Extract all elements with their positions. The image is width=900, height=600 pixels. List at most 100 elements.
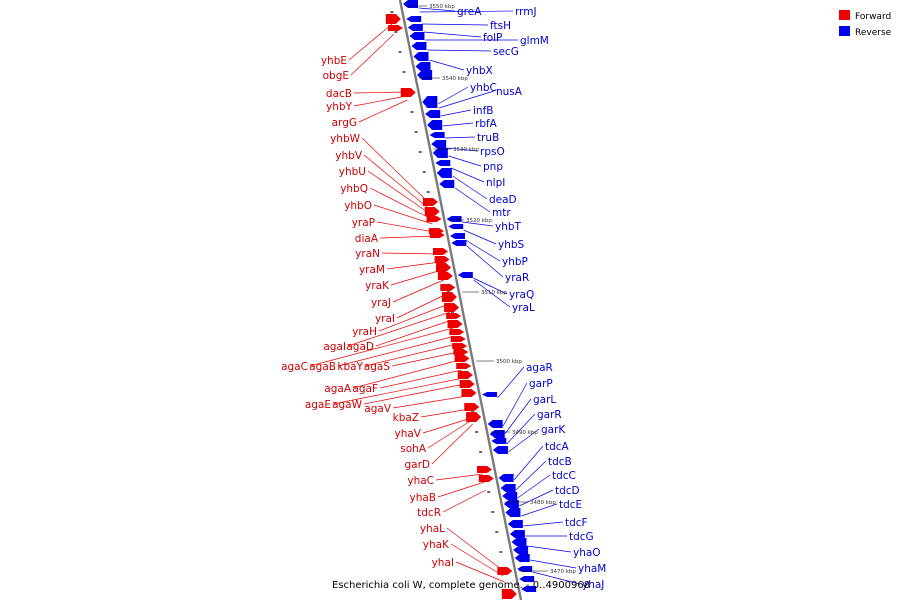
forward-gene-feature	[437, 272, 453, 280]
reverse-gene-label: nlpI	[486, 177, 505, 189]
reverse-leader	[465, 239, 501, 262]
forward-gene-feature	[452, 343, 468, 349]
genome-backbone	[398, 0, 523, 600]
legend-swatch-reverse	[839, 26, 850, 36]
forward-leader	[446, 527, 503, 571]
reverse-leader	[442, 122, 474, 127]
reverse-leader	[437, 86, 469, 105]
forward-leader	[391, 351, 459, 367]
reverse-gene-feature	[435, 160, 451, 166]
reverse-gene-label: agaR	[526, 362, 553, 374]
reverse-gene-label: truB	[477, 132, 499, 144]
legend-label-forward: Forward	[855, 12, 891, 22]
reverse-gene-feature	[432, 148, 448, 158]
forward-gene-feature	[434, 256, 450, 263]
reverse-leader	[521, 503, 558, 517]
forward-gene-label: argG	[332, 117, 357, 129]
reverse-leader	[418, 7, 456, 12]
forward-gene-feature	[461, 389, 477, 397]
reverse-gene-label: rpsO	[480, 146, 505, 158]
forward-gene-label: yhaI	[432, 557, 454, 569]
forward-gene-label: agaS	[364, 361, 391, 373]
reverse-gene-feature	[507, 520, 523, 528]
forward-leader	[348, 23, 393, 61]
forward-gene-label: agaE	[305, 399, 331, 411]
reverse-gene-label: tdcD	[555, 485, 580, 497]
reverse-leader	[473, 279, 511, 308]
kbp-label: 3530 kbp	[453, 147, 479, 153]
forward-gene-feature	[456, 363, 472, 369]
reverse-leader	[504, 398, 532, 435]
reverse-gene-feature	[439, 180, 455, 188]
forward-gene-feature	[447, 320, 463, 328]
forward-gene-label: yhbY	[326, 101, 353, 113]
reverse-gene-feature	[514, 554, 530, 562]
reverse-gene-feature	[411, 42, 427, 50]
reverse-gene-label: folP	[483, 32, 502, 44]
gene-features	[385, 0, 537, 599]
reverse-gene-label: yhbT	[495, 221, 522, 233]
reverse-gene-feature	[451, 240, 467, 246]
forward-gene-feature	[449, 329, 465, 335]
reverse-leader	[463, 229, 497, 245]
forward-gene-label: yraI	[375, 313, 395, 325]
reverse-leader	[532, 571, 581, 585]
forward-gene-label: yraK	[365, 280, 390, 292]
forward-gene-label: yraM	[359, 264, 385, 276]
reverse-leader	[523, 521, 564, 527]
reverse-leader	[527, 545, 572, 553]
reverse-gene-label: yhbC	[470, 82, 497, 94]
forward-leader	[358, 99, 408, 123]
reverse-leader	[519, 489, 554, 507]
reverse-gene-label: greA	[457, 6, 482, 18]
forward-gene-label: yhbQ	[340, 183, 368, 195]
forward-gene-label: agaV	[364, 403, 392, 415]
reverse-gene-label: yhaM	[578, 563, 606, 575]
forward-gene-label: agaA	[324, 383, 352, 395]
reverse-leader	[461, 221, 494, 227]
reverse-gene-label: garP	[529, 378, 553, 390]
forward-gene-feature	[450, 336, 466, 342]
reverse-gene-feature	[457, 272, 473, 278]
forward-leader	[420, 408, 470, 418]
forward-gene-feature	[424, 207, 440, 216]
forward-leader	[386, 261, 441, 270]
kbp-label: 3490 kbp	[512, 430, 538, 436]
reverse-gene-feature	[429, 132, 445, 138]
forward-gene-feature	[388, 25, 404, 31]
reverse-gene-feature	[446, 216, 462, 222]
forward-gene-label: obgE	[323, 70, 349, 82]
reverse-gene-label: yhbS	[498, 239, 525, 251]
reverse-leader	[452, 175, 488, 200]
forward-gene-label: yhbE	[321, 55, 347, 67]
label-leaders	[309, 7, 581, 585]
forward-gene-label: garD	[404, 459, 430, 471]
reverse-gene-feature	[449, 233, 465, 239]
reverse-gene-label: tdcE	[559, 499, 582, 511]
forward-gene-feature	[440, 284, 456, 291]
reverse-leader	[422, 23, 489, 26]
forward-gene-label: kbaZ	[393, 412, 419, 424]
forward-leader	[353, 95, 407, 107]
forward-leader	[392, 395, 468, 409]
forward-leader	[369, 187, 432, 220]
reverse-leader	[438, 90, 495, 109]
forward-gene-label: agaD	[346, 341, 374, 353]
kbp-labels: 3550 kbp 3540 kbp 3530 kbp 3520 kbp 3510 kbp…	[404, 4, 576, 575]
reverse-leader	[440, 109, 472, 117]
reverse-gene-feature	[431, 140, 447, 148]
forward-gene-feature	[422, 198, 438, 206]
forward-gene-feature	[446, 313, 462, 319]
forward-gene-label: diaA	[355, 233, 379, 245]
reverse-gene-label: pnp	[483, 161, 503, 173]
reverse-gene-label: tdcC	[552, 470, 576, 482]
reverse-gene-feature	[448, 224, 464, 229]
forward-gene-label: yraP	[352, 217, 375, 229]
reverse-gene-feature	[407, 24, 423, 31]
forward-gene-label: yhaK	[423, 539, 450, 551]
forward-leader	[352, 359, 460, 389]
reverse-gene-label: yraR	[505, 272, 529, 284]
forward-gene-feature	[466, 412, 482, 422]
forward-leader	[347, 311, 451, 347]
reverse-gene-feature	[415, 62, 431, 71]
